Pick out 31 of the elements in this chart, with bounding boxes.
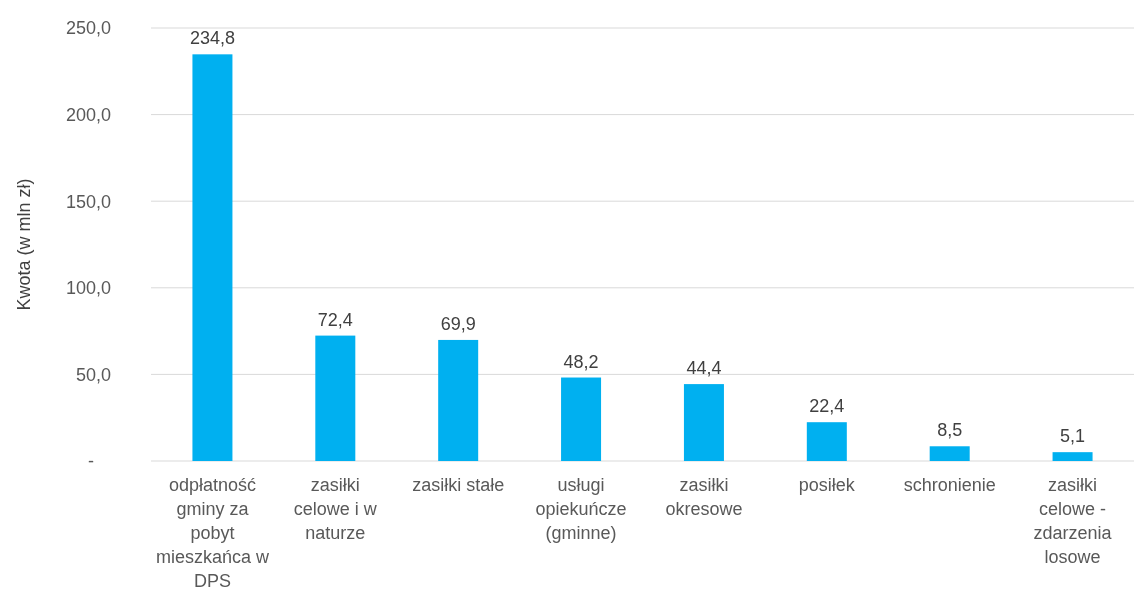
y-tick-label: -: [88, 451, 94, 472]
bar: [1052, 452, 1093, 461]
x-tick-label: zasiłki celowe i w naturze: [293, 475, 378, 543]
x-tick-label: usługi opiekuńcze (gminne): [535, 475, 627, 543]
x-tick-label: zasiłki stałe: [412, 475, 505, 495]
data-label: 44,4: [686, 358, 722, 379]
data-label: 69,9: [440, 313, 476, 334]
bar: [561, 377, 602, 461]
bar: [192, 54, 233, 461]
data-label: 8,5: [937, 420, 963, 441]
bar: [315, 335, 356, 461]
y-tick-label: 150,0: [65, 191, 111, 212]
bar: [929, 446, 970, 461]
x-tick-label: posiłek: [798, 475, 856, 495]
data-label: 72,4: [317, 309, 353, 330]
x-tick-label: zasiłki okresowe: [665, 475, 743, 519]
y-tick-label: 250,0: [65, 18, 111, 39]
bar: [806, 422, 847, 461]
bar: [438, 339, 479, 461]
y-tick-label: 200,0: [65, 104, 111, 125]
data-label: 48,2: [563, 351, 599, 372]
data-label: 22,4: [809, 396, 845, 417]
bar: [683, 384, 724, 461]
y-tick-label: 50,0: [75, 364, 111, 385]
data-label: 5,1: [1060, 426, 1086, 447]
data-label: 234,8: [189, 28, 235, 49]
x-tick-label: zasiłki celowe - zdarzenia losowe: [1033, 475, 1113, 567]
y-tick-label: 100,0: [65, 278, 111, 299]
x-tick-label: schronienie: [903, 475, 996, 495]
y-axis-title: Kwota (w mln zł): [14, 178, 34, 311]
x-tick-label: odpłatność gminy za pobyt mieszkańca w DPS: [155, 475, 270, 591]
